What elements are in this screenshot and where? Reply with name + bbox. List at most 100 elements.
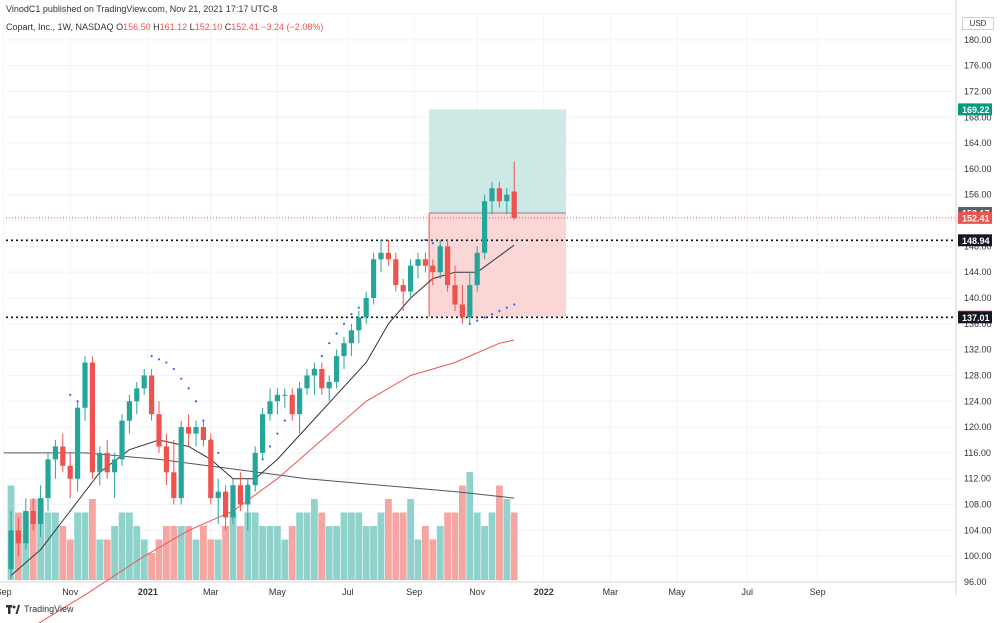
sar-dot-19 <box>283 419 286 422</box>
candle-body-2 <box>23 511 29 544</box>
long-position-tool[interactable] <box>6 109 956 319</box>
candle-body-46 <box>348 330 354 344</box>
volume-bar-27 <box>207 539 215 580</box>
candle-body-45 <box>341 343 347 357</box>
volume-bar-25 <box>192 539 200 580</box>
volume-bar-13 <box>103 539 111 580</box>
candle-body-4 <box>38 498 44 524</box>
volume-bar-54 <box>407 499 414 580</box>
volume-bar-37 <box>281 539 289 580</box>
candle-body-44 <box>334 356 340 382</box>
candle-body-11 <box>89 362 95 473</box>
time-tick-10: May <box>668 587 686 597</box>
price-tick-15: 156.00 <box>964 190 992 200</box>
volume-bar-11 <box>89 499 96 580</box>
target-price-label: 169.22 <box>958 103 992 116</box>
volume-bar-17 <box>133 526 141 580</box>
candle-body-19 <box>149 375 155 415</box>
volume-bar-12 <box>96 539 104 580</box>
candle-body-13 <box>104 452 110 473</box>
candle-body-31 <box>237 485 243 505</box>
volume-bar-53 <box>399 512 407 580</box>
candle-body-15 <box>119 420 125 460</box>
volume-bar-29 <box>222 526 229 580</box>
currency-label[interactable]: USD <box>962 17 994 30</box>
level-low-label-bg <box>958 311 992 324</box>
sar-dot-0 <box>69 393 72 396</box>
sar-dot-7 <box>180 377 183 380</box>
candle-body-56 <box>422 259 428 266</box>
time-tick-0: Sep <box>0 587 12 597</box>
volume-bar-67 <box>503 499 511 580</box>
volume-bar-9 <box>74 512 81 580</box>
candle-body-14 <box>112 459 118 473</box>
volume-bar-22 <box>170 526 178 580</box>
volume-bar-35 <box>266 526 274 580</box>
volume-bar-42 <box>318 512 326 580</box>
volume-bar-6 <box>52 512 59 580</box>
candle-body-54 <box>408 265 414 292</box>
sar-dot-3 <box>150 354 153 358</box>
tradingview-brand: TradingView <box>24 604 74 614</box>
candle-body-12 <box>97 452 103 473</box>
sar-dot-38 <box>498 309 501 313</box>
candle-body-67 <box>504 194 510 202</box>
time-axis[interactable]: Sep Nov 2021 Mar May Jul Sep Nov 2022 Mar May Jul Se… <box>0 587 826 597</box>
volume-bar-50 <box>377 512 385 580</box>
candle-body-38 <box>289 394 295 415</box>
candle-body-1 <box>15 530 21 544</box>
price-tick-19: 172.00 <box>964 86 992 96</box>
time-tick-11: Jul <box>742 587 754 597</box>
volume-bar-48 <box>362 526 370 580</box>
volume-bar-45 <box>340 512 348 580</box>
volume-bar-38 <box>288 526 296 580</box>
candle-body-52 <box>393 259 399 286</box>
sar-dot-26 <box>335 332 338 335</box>
close-label: C <box>224 22 232 32</box>
target-price-label-bg <box>958 103 992 116</box>
candle-body-35 <box>267 401 273 415</box>
open-value: 156.50 <box>123 22 151 32</box>
candle-body-21 <box>163 446 169 473</box>
last-price-label: 152.41 <box>958 211 992 224</box>
volume-bar-60 <box>451 512 459 580</box>
volume-bar-10 <box>81 512 89 580</box>
price-tick-18: 168.00 <box>964 112 992 122</box>
price-tick-2: 104.00 <box>964 525 992 535</box>
volume-bar-68 <box>510 512 518 580</box>
candle-body-51 <box>385 252 391 260</box>
candle-body-63 <box>474 252 480 286</box>
time-tick-6: Sep <box>406 587 422 597</box>
tradingview-logo-icon <box>6 604 20 614</box>
candle-body-48 <box>363 298 369 318</box>
price-axis[interactable]: 96.00 100.00 104.00 108.00 112.00 116.00 120.0… <box>958 35 992 587</box>
volume-bar-47 <box>355 512 363 580</box>
volume-bar-31 <box>237 526 244 580</box>
price-tick-3: 108.00 <box>964 500 992 510</box>
candle-body-47 <box>356 317 362 331</box>
volume-bar-14 <box>111 526 118 580</box>
candle-body-26 <box>200 427 206 440</box>
candle-body-55 <box>415 259 421 266</box>
sar-dot-9 <box>194 400 198 403</box>
time-tick-12: Sep <box>810 587 826 597</box>
sar-dot-5 <box>165 361 168 364</box>
volume-bar-58 <box>436 526 444 580</box>
candle-body-64 <box>482 201 488 253</box>
level-low-label-text: 137.01 <box>962 313 990 323</box>
symbol-legend: Copart, Inc., 1W, NASDAQ O156.50 H161.12… <box>6 22 323 32</box>
price-tick-8: 128.00 <box>964 370 992 380</box>
candle-body-3 <box>30 511 36 524</box>
sar-dot-35 <box>476 319 479 322</box>
candle-body-68 <box>511 191 517 218</box>
sar-dot-25 <box>328 342 331 345</box>
sar-dot-27 <box>342 322 346 325</box>
sar-dot-28 <box>350 313 353 316</box>
sar-dot-24 <box>320 354 323 358</box>
volume-bar-5 <box>44 512 52 580</box>
candle-body-43 <box>326 381 332 389</box>
price-tick-11: 140.00 <box>964 293 992 303</box>
candle-body-22 <box>171 472 177 499</box>
stop-zone <box>429 212 566 317</box>
